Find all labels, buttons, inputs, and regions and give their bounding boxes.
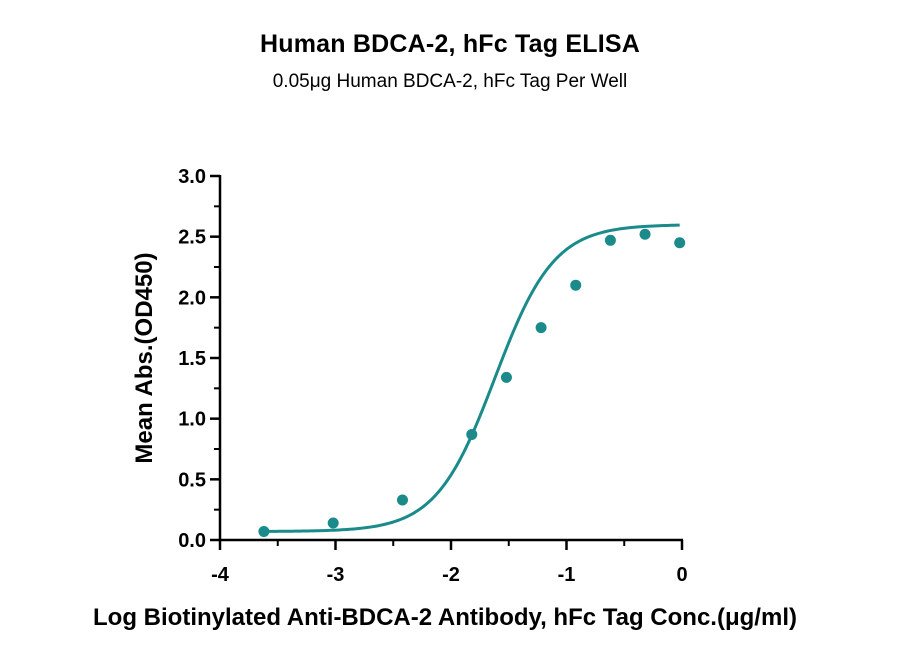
data-point [396,494,408,506]
y-tick-label: 1.5 [178,348,206,370]
data-point [327,517,339,529]
chart-subtitle: 0.05μg Human BDCA-2, hFc Tag Per Well [272,71,628,92]
fit-curve [263,223,680,533]
data-point [639,228,651,240]
x-tick-label: -2 [442,564,460,586]
data-point [674,237,686,249]
data-point [604,234,616,246]
x-tick-label: -3 [327,564,345,586]
y-axis-title: Mean Abs.(OD450) [131,252,158,463]
x-tick-label: 0 [676,564,687,586]
data-point [570,279,582,291]
x-tick-label: -4 [211,564,230,586]
y-tick-label: 0.0 [178,530,206,552]
data-point [535,322,547,334]
fit-curve-layer [263,223,680,533]
axes: 0.0 0.5 1.0 1.5 2.0 2.5 3.0 -4 -3 -2 -1 0 [178,166,687,586]
y-tick-label: 1.0 [178,409,206,431]
y-tick-label: 2.5 [178,227,206,249]
x-tick-label: -1 [558,564,576,586]
y-tick-label: 2.0 [178,287,206,309]
x-axis-title: Log Biotinylated Anti-BDCA-2 Antibody, h… [93,604,797,631]
chart-title: Human BDCA-2, hFc Tag ELISA [260,30,640,58]
y-tick-label: 3.0 [178,166,206,188]
data-point [500,371,512,383]
y-tick-label: 0.5 [178,469,206,491]
data-point [466,428,478,440]
data-point [258,526,270,538]
data-points-layer [258,228,686,538]
